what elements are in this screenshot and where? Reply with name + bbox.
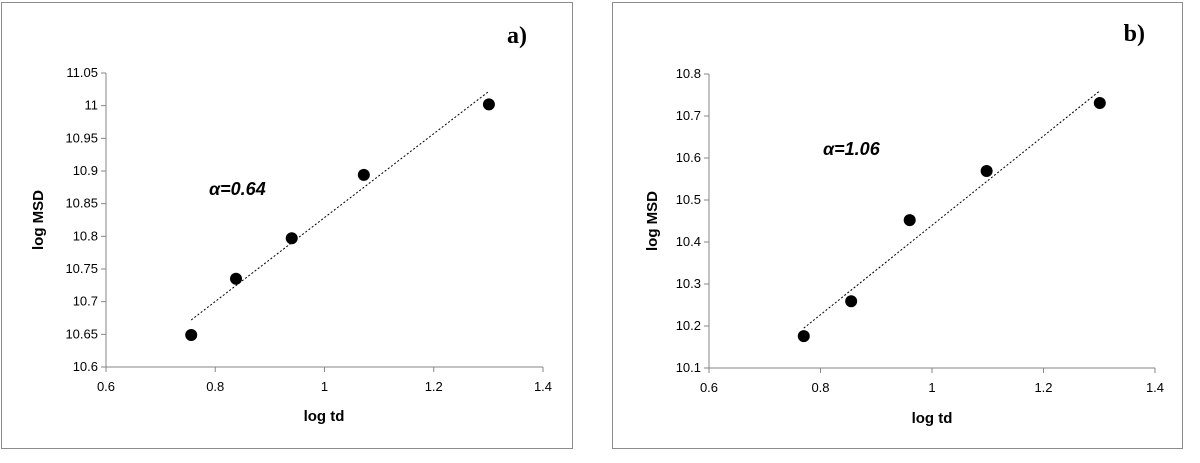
y-tick-label: 10.7 [676,108,701,123]
y-axis-title: log MSD [30,190,47,250]
x-tick-label: 1 [928,380,935,395]
y-tick-label: 11 [85,98,99,113]
x-axis-title: log td [304,408,345,425]
y-tick-label: 10.3 [676,276,701,291]
data-point [797,330,810,343]
x-tick-label: 0.8 [811,380,829,395]
trendline [190,90,490,321]
scatter-plot-b: 10.1 10.2 10.3 10.4 10.5 10.6 10.7 10.8 0.6 0.8 1 1… [644,21,1164,427]
y-tick-label: 11.05 [66,65,98,80]
y-tick-label: 10.5 [676,192,701,207]
y-tick-label: 10.7 [73,294,98,309]
chart-panel-b: 10.1 10.2 10.3 10.4 10.5 10.6 10.7 10.8 0.6 0.8 1 1… [612,2,1183,449]
y-tick-label: 10.85 [65,196,98,211]
x-axis-title: log td [912,410,953,427]
y-tick-label: 10.75 [65,261,98,276]
trendline [803,90,1101,329]
y-tick-label: 10.4 [676,234,701,249]
data-point [1093,96,1106,109]
x-tick-label: 0.8 [206,379,224,394]
x-tick-label: 1.4 [534,379,552,394]
alpha-annotation: α=0.64 [209,179,266,199]
y-tick-label: 10.8 [73,228,98,243]
data-point [285,232,298,245]
y-tick-label: 10.9 [73,163,98,178]
panel-label: b) [1124,21,1145,47]
y-tick-label: 10.8 [676,66,701,81]
x-tick-label: 1.2 [425,379,443,394]
x-tick-label: 1 [321,379,328,394]
x-tick-label: 0.6 [700,380,718,395]
y-tick-label: 10.95 [65,130,98,145]
data-point [230,272,243,285]
scatter-plot-a: 10.610.6510.710.7510.810.8510.910.951111… [30,23,552,425]
y-tick-label: 10.2 [676,318,701,333]
data-point [357,168,370,181]
x-tick-label: 1.2 [1034,380,1052,395]
y-tick-label: 10.6 [73,359,98,374]
data-point [903,214,916,227]
panel-label: a) [507,23,527,49]
y-tick-label: 10.65 [65,326,98,341]
y-tick-label: 10.1 [676,360,701,375]
chart-panel-a: 10.6 10.65 10.7 10.75 10.8 10.85 10.9 10.95 11 11… [1,2,573,449]
data-point [845,295,858,308]
y-tick-label: 10.6 [676,150,701,165]
data-point [980,165,993,178]
alpha-annotation: α=1.06 [823,139,881,159]
data-point [482,98,495,111]
x-tick-label: 1.4 [1146,380,1164,395]
y-axis-title: log MSD [644,191,661,251]
data-point [185,328,198,341]
x-tick-label: 0.6 [97,379,115,394]
